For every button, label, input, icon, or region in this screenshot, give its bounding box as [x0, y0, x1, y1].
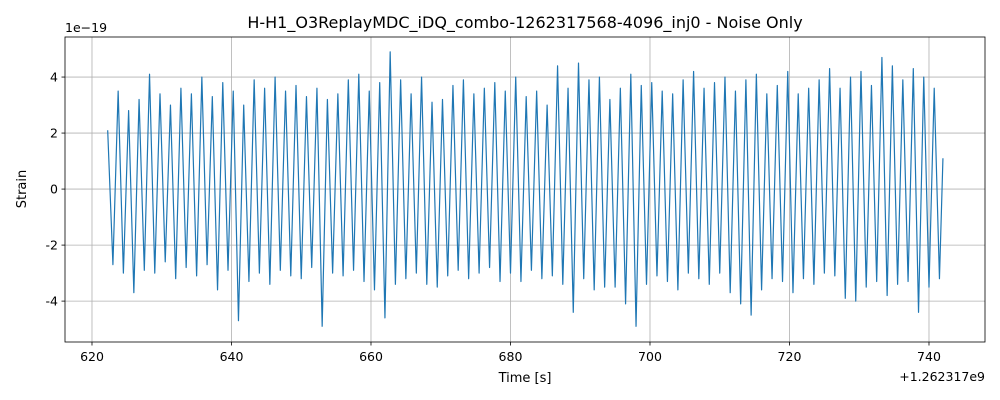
plot-frame — [64, 36, 986, 343]
chart-title: H-H1_O3ReplayMDC_iDQ_combo-1262317568-40… — [247, 13, 802, 33]
y-axis-label: Strain — [15, 170, 30, 209]
y-tick-label: 4 — [50, 70, 58, 85]
y-tick-label: -4 — [46, 294, 59, 309]
x-tick-label: 680 — [499, 349, 523, 364]
x-tick-label: 720 — [778, 349, 802, 364]
y-tick-label: -2 — [46, 238, 58, 253]
x-tick-label: 740 — [917, 349, 941, 364]
x-tick-label: 660 — [359, 349, 383, 364]
x-tick-label: 640 — [220, 349, 244, 364]
x-offset-label: +1.262317e9 — [899, 369, 985, 384]
x-axis-label: Time [s] — [498, 371, 552, 386]
x-tick-label: 620 — [80, 349, 104, 364]
x-tick-label: 700 — [638, 349, 662, 364]
y-tick-label: 2 — [50, 126, 58, 141]
signal-line — [107, 51, 944, 327]
y-tick-label: 0 — [50, 182, 58, 197]
y-offset-label: 1e−19 — [65, 20, 107, 35]
